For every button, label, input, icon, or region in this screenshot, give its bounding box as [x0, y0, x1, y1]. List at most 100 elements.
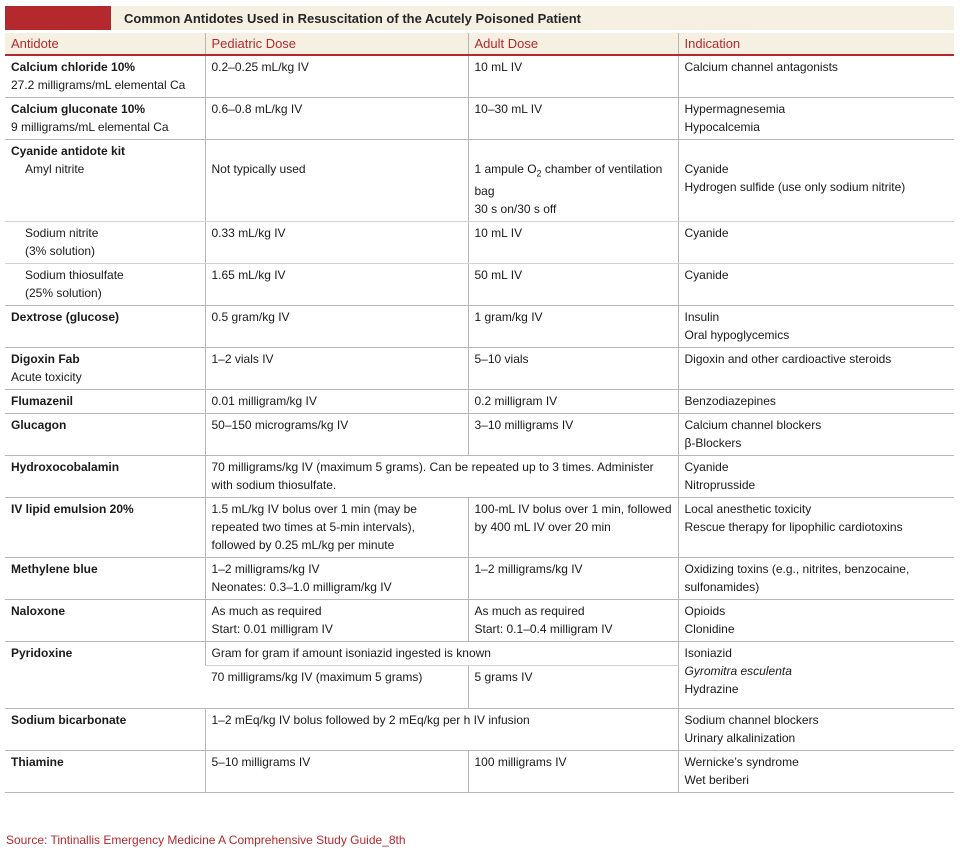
- antidote-cell: Cyanide antidote kit Amyl nitrite: [5, 139, 205, 223]
- indication: Nitroprusside: [684, 478, 756, 493]
- indication: Rescue therapy for lipophilic cardiotoxi…: [684, 520, 903, 535]
- adult-dose: As much as required: [474, 604, 585, 619]
- table-row: Calcium chloride 10% 27.2 milligrams/mL …: [5, 55, 954, 98]
- pediatric-dose: 0.5 gram/kg IV: [204, 305, 468, 349]
- indication: β-Blockers: [684, 436, 742, 451]
- antidote-name: Calcium chloride 10%: [11, 60, 136, 74]
- table-row: Cyanide antidote kit Amyl nitrite Not ty…: [5, 139, 954, 223]
- indication-cell: Sodium channel blockers Urinary alkalini…: [677, 708, 954, 752]
- antidote-subitem: Sodium nitrite: [25, 226, 99, 241]
- indication: Wet beriberi: [684, 773, 749, 788]
- antidote-name: Calcium gluconate 10%: [11, 102, 146, 116]
- adult-dose: 10 mL IV: [467, 221, 678, 265]
- indication: Gyromitra esculenta: [684, 664, 792, 679]
- header-adult-dose: Adult Dose: [467, 33, 678, 56]
- indication: Hypermagnesemia: [684, 102, 786, 116]
- adult-dose: Start: 0.1–0.4 milligram IV: [474, 622, 613, 637]
- indication: Cyanide: [677, 221, 954, 265]
- antidote-name: Dextrose (glucose): [5, 305, 205, 349]
- adult-dose: 30 s on/30 s off: [474, 202, 557, 217]
- table-row: Digoxin Fab Acute toxicity 1–2 vials IV …: [5, 347, 954, 391]
- indication: Benzodiazepines: [677, 389, 954, 415]
- indication: Hydrazine: [684, 682, 739, 697]
- antidote-name: Sodium bicarbonate: [5, 708, 205, 752]
- indication: Urinary alkalinization: [684, 731, 796, 746]
- adult-dose: 10 mL IV: [467, 55, 678, 98]
- adult-dose: 0.2 milligram IV: [467, 389, 678, 415]
- antidote-name: Thiamine: [5, 750, 205, 794]
- indication: Cyanide: [684, 460, 729, 475]
- indication: Insulin: [684, 310, 720, 325]
- antidote-note: 9 milligrams/mL elemental Ca: [11, 120, 169, 134]
- antidote-note: (25% solution): [25, 286, 102, 301]
- pediatric-dose: 0.2–0.25 mL/kg IV: [204, 55, 468, 98]
- antidote-name: Naloxone: [5, 599, 205, 643]
- antidote-name: Flumazenil: [5, 389, 205, 415]
- table-row: 70 milligrams/kg IV (maximum 5 grams) 5 …: [5, 665, 954, 710]
- table-row: Hydroxocobalamin 70 milligrams/kg IV (ma…: [5, 455, 954, 499]
- table-row: Sodium bicarbonate 1–2 mEq/kg IV bolus f…: [5, 708, 954, 752]
- table-row: Sodium thiosulfate (25% solution) 1.65 m…: [5, 263, 954, 307]
- pediatric-dose: 0.01 milligram/kg IV: [204, 389, 468, 415]
- antidote-name: Hydroxocobalamin: [5, 455, 205, 499]
- indication: Oral hypoglycemics: [684, 328, 790, 343]
- combined-dose: 70 milligrams/kg IV (maximum 5 grams). C…: [204, 455, 678, 499]
- pediatric-dose: 0.33 mL/kg IV: [204, 221, 468, 265]
- antidote-subitem: Amyl nitrite: [25, 162, 85, 176]
- adult-dose: 1–2 milligrams/kg IV: [467, 557, 678, 601]
- antidote-note: 27.2 milligrams/mL elemental Ca: [11, 78, 186, 92]
- adult-dose: 3–10 milligrams IV: [467, 413, 678, 457]
- antidote-name: Cyanide antidote kit: [11, 144, 126, 158]
- antidote-cell: Calcium chloride 10% 27.2 milligrams/mL …: [5, 55, 205, 98]
- pediatric-dose-cell: As much as required Start: 0.01 milligra…: [204, 599, 468, 643]
- pediatric-dose: 1–2 vials IV: [204, 347, 468, 391]
- indication-cell: Isoniazid Gyromitra esculenta Hydrazine: [677, 641, 954, 710]
- header-indication: Indication: [677, 33, 954, 56]
- indication-cell: Local anesthetic toxicity Rescue therapy…: [677, 497, 954, 559]
- table-title: Common Antidotes Used in Resuscitation o…: [124, 10, 581, 26]
- indication: Isoniazid: [684, 646, 732, 661]
- pediatric-dose: 70 milligrams/kg IV (maximum 5 grams): [205, 665, 468, 710]
- source-citation: Source: Tintinallis Emergency Medicine A…: [6, 833, 406, 847]
- adult-dose: 100 milligrams IV: [467, 750, 678, 794]
- antidote-note: Acute toxicity: [11, 370, 82, 385]
- adult-dose: 100-mL IV bolus over 1 min, followed by …: [467, 497, 678, 559]
- indication-cell: Insulin Oral hypoglycemics: [677, 305, 954, 349]
- header-pediatric-dose: Pediatric Dose: [204, 33, 468, 56]
- antidote-cell: Calcium gluconate 10% 9 milligrams/mL el…: [5, 97, 205, 140]
- pediatric-dose: 1.65 mL/kg IV: [204, 263, 468, 307]
- antidote-name: Methylene blue: [5, 557, 205, 601]
- adult-dose-cell: 1 ampule O2 chamber of ventilation bag 3…: [467, 139, 678, 223]
- antidote-cell: Sodium nitrite (3% solution): [5, 221, 205, 265]
- indication: Clonidine: [684, 622, 735, 637]
- antidote-note: (3% solution): [25, 244, 96, 259]
- table-row: Naloxone As much as required Start: 0.01…: [5, 599, 954, 643]
- indication: Cyanide: [677, 263, 954, 307]
- indication-cell: Calcium channel blockers β-Blockers: [677, 413, 954, 457]
- pediatric-dose: 1–2 milligrams/kg IV: [211, 562, 320, 577]
- header-antidote: Antidote: [5, 33, 205, 56]
- indication: Local anesthetic toxicity: [684, 502, 812, 517]
- indication-cell: Cyanide Hydrogen sulfide (use only sodiu…: [677, 139, 954, 223]
- pediatric-dose: 5–10 milligrams IV: [204, 750, 468, 794]
- indication-cell: Hypermagnesemia Hypocalcemia: [677, 97, 954, 140]
- indication: Calcium channel blockers: [684, 418, 822, 433]
- adult-dose: 5 grams IV: [467, 665, 678, 710]
- adult-dose: 1 gram/kg IV: [467, 305, 678, 349]
- table-row: Sodium nitrite (3% solution) 0.33 mL/kg …: [5, 221, 954, 265]
- adult-dose: 5–10 vials: [467, 347, 678, 391]
- indication: Calcium channel antagonists: [677, 55, 954, 98]
- pediatric-dose-cell: Not typically used: [204, 139, 468, 223]
- pediatric-dose-cell: 1–2 milligrams/kg IV Neonates: 0.3–1.0 m…: [204, 557, 468, 601]
- adult-dose: 10–30 mL IV: [467, 97, 678, 140]
- combined-dose: 1–2 mEq/kg IV bolus followed by 2 mEq/kg…: [204, 708, 678, 752]
- indication: Opioids: [684, 604, 726, 619]
- indication: Cyanide: [684, 162, 729, 176]
- table-row: Calcium gluconate 10% 9 milligrams/mL el…: [5, 97, 954, 140]
- indication-cell: Cyanide Nitroprusside: [677, 455, 954, 499]
- pediatric-dose: Neonates: 0.3–1.0 milligram/kg IV: [211, 580, 392, 595]
- table-row: IV lipid emulsion 20% 1.5 mL/kg IV bolus…: [5, 497, 954, 559]
- table-row: Pyridoxine Gram for gram if amount isoni…: [5, 641, 954, 710]
- indication: Sodium channel blockers: [684, 713, 819, 728]
